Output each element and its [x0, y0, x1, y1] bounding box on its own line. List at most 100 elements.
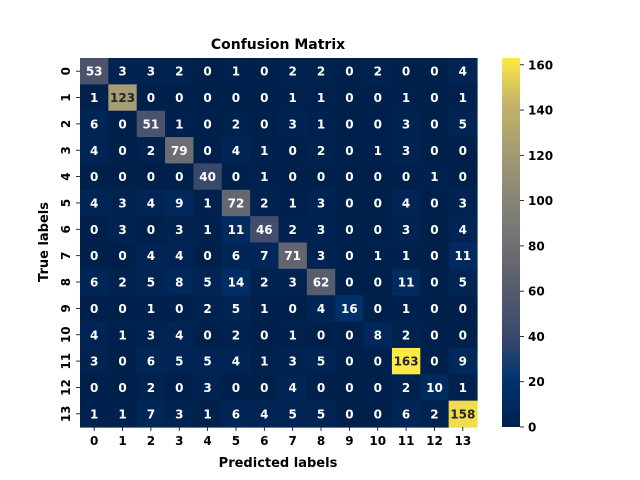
heatmap-cell — [363, 58, 393, 85]
cell-value-label: 0 — [459, 170, 467, 184]
cell-value-label: 0 — [374, 196, 382, 210]
heatmap-cell — [335, 216, 365, 244]
cell-value-label: 2 — [430, 407, 438, 421]
heatmap-cell — [136, 374, 166, 402]
cell-value-label: 3 — [118, 223, 126, 237]
cell-value-label: 0 — [345, 381, 353, 395]
heatmap-cell — [193, 84, 223, 112]
heatmap-cell — [278, 268, 308, 296]
heatmap-cell — [165, 295, 195, 323]
cell-value-label: 0 — [317, 328, 325, 342]
cell-value-label: 5 — [317, 407, 325, 421]
cell-value-label: 5 — [175, 355, 183, 369]
cell-value-label: 0 — [147, 91, 155, 105]
cell-value-label: 4 — [90, 144, 98, 158]
cell-value-label: 1 — [260, 355, 268, 369]
cell-value-label: 0 — [430, 196, 438, 210]
cell-value-label: 11 — [228, 223, 245, 237]
heatmap-cell — [278, 321, 308, 349]
heatmap-cell — [306, 189, 336, 217]
cell-value-label: 3 — [203, 381, 211, 395]
x-tick-label: 10 — [369, 434, 386, 448]
heatmap-cell — [278, 110, 308, 138]
heatmap-cell — [80, 242, 109, 270]
heatmap-cell — [306, 374, 336, 402]
heatmap-cell — [221, 163, 251, 191]
cell-value-label: 71 — [284, 249, 301, 263]
cell-value-label: 2 — [374, 65, 382, 79]
cell-value-label: 5 — [459, 276, 467, 290]
y-tick-label: 11 — [59, 353, 73, 370]
cell-value-label: 0 — [345, 407, 353, 421]
x-tick-label: 6 — [260, 434, 268, 448]
heatmap-cell — [278, 137, 308, 165]
cell-value-label: 79 — [171, 144, 188, 158]
y-axis-label: True labels — [37, 202, 52, 282]
cell-value-label: 4 — [147, 196, 155, 210]
heatmap-cell — [363, 321, 393, 349]
cell-value-label: 0 — [260, 328, 268, 342]
cell-value-label: 2 — [118, 276, 126, 290]
heatmap-cell — [136, 295, 166, 323]
cell-value-label: 4 — [90, 328, 98, 342]
cell-value-label: 0 — [232, 91, 240, 105]
cell-value-label: 6 — [232, 249, 240, 263]
heatmap-cell — [165, 374, 195, 402]
heatmap-cell — [391, 137, 421, 165]
cell-value-label: 0 — [203, 249, 211, 263]
heatmap-cell — [448, 295, 478, 323]
heatmap-cell — [306, 295, 336, 323]
heatmap-cell — [193, 216, 223, 244]
cell-value-label: 1 — [90, 407, 98, 421]
heatmap-cell — [136, 400, 166, 428]
cell-value-label: 62 — [313, 276, 330, 290]
heatmap-cell — [448, 84, 478, 112]
cell-value-label: 0 — [118, 355, 126, 369]
heatmap-cell — [108, 110, 138, 138]
cell-value-label: 0 — [175, 170, 183, 184]
cell-value-label: 0 — [118, 117, 126, 131]
heatmap-cell — [448, 242, 478, 270]
heatmap-cell — [80, 137, 109, 165]
heatmap-cell — [391, 242, 421, 270]
cell-value-label: 3 — [402, 223, 410, 237]
cell-value-label: 0 — [374, 407, 382, 421]
cell-value-label: 0 — [260, 381, 268, 395]
heatmap-cell — [221, 295, 251, 323]
y-tick-label: 3 — [59, 146, 73, 154]
heatmap-cell — [391, 110, 421, 138]
heatmap-cell — [193, 189, 223, 217]
cell-value-label: 0 — [118, 144, 126, 158]
cell-value-label: 5 — [289, 407, 297, 421]
x-axis-label: Predicted labels — [219, 456, 338, 471]
y-tick-label: 2 — [59, 120, 73, 128]
heatmap-cell — [391, 216, 421, 244]
heatmap-cell — [306, 242, 336, 270]
heatmap-cell — [306, 84, 336, 112]
cell-value-label: 0 — [459, 302, 467, 316]
heatmap-cell — [306, 216, 336, 244]
heatmap-cell — [221, 84, 251, 112]
cell-value-label: 1 — [203, 407, 211, 421]
cell-value-label: 1 — [317, 117, 325, 131]
chart-title: Confusion Matrix — [211, 37, 345, 53]
cell-value-label: 0 — [203, 65, 211, 79]
cell-value-label: 0 — [90, 249, 98, 263]
cell-value-label: 2 — [232, 328, 240, 342]
cell-value-label: 1 — [289, 91, 297, 105]
heatmap-cell — [448, 110, 478, 138]
heatmap-cell — [250, 189, 280, 217]
cell-value-label: 0 — [345, 117, 353, 131]
heatmap-cell — [165, 242, 195, 270]
cell-value-label: 1 — [374, 249, 382, 263]
heatmap-cell — [80, 58, 109, 85]
cell-value-label: 0 — [374, 223, 382, 237]
cell-value-label: 0 — [430, 276, 438, 290]
heatmap-cell — [108, 84, 138, 112]
cell-value-label: 3 — [317, 196, 325, 210]
cell-value-label: 6 — [147, 355, 155, 369]
x-tick-label: 4 — [203, 434, 211, 448]
cell-value-label: 0 — [147, 223, 155, 237]
heatmap-cell — [420, 321, 450, 349]
heatmap-cell — [136, 242, 166, 270]
